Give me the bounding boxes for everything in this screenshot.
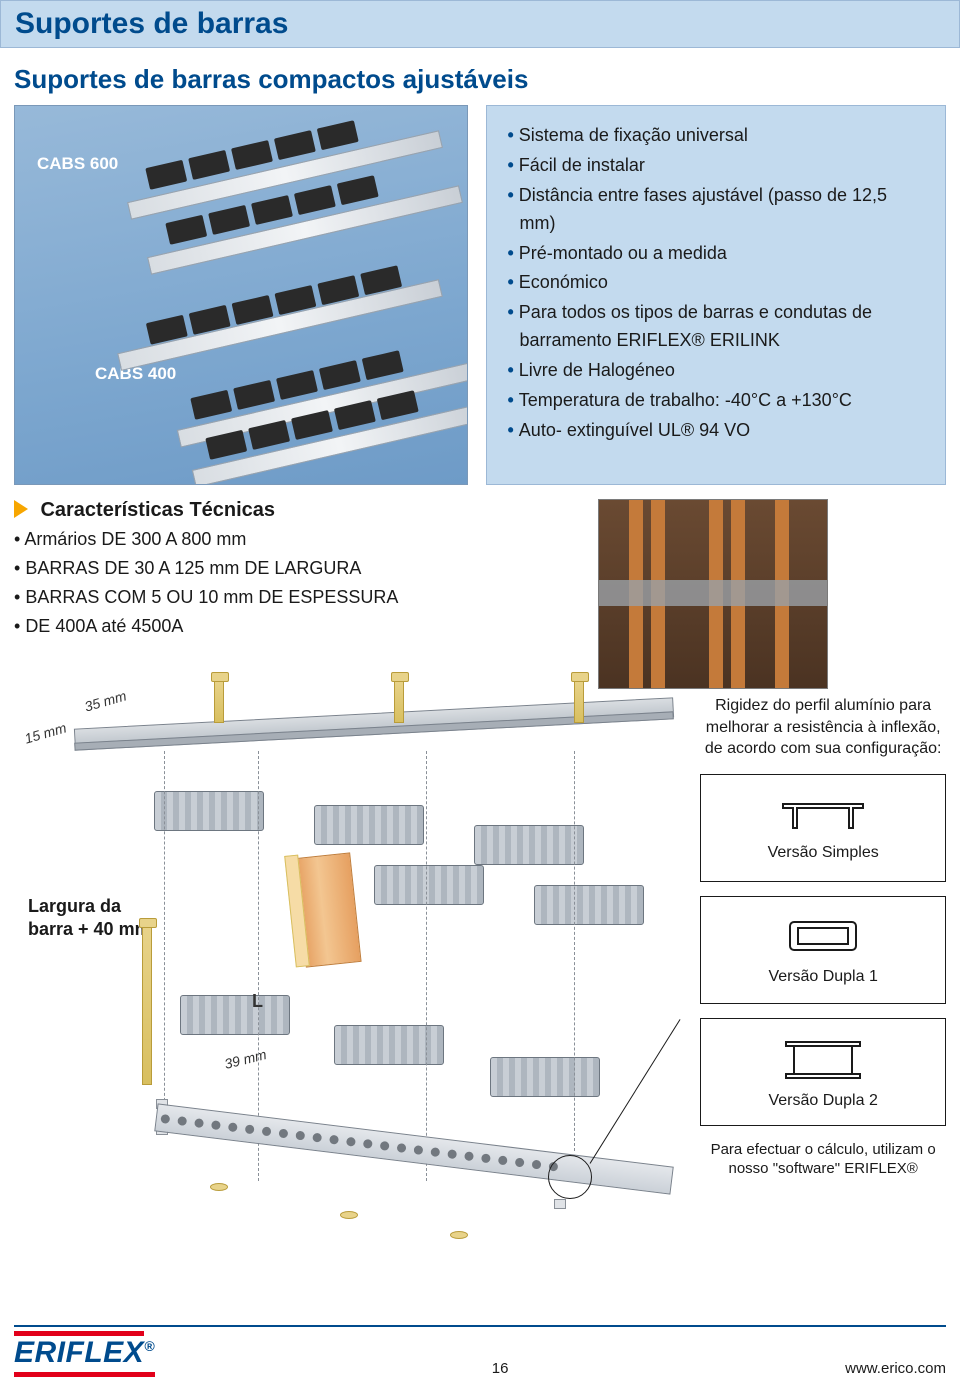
feature-item: Sistema de fixação universal [507,122,927,150]
right-column: Rigidez do perfil alumínio para melhorar… [700,695,946,1255]
feature-item: Distância entre fases ajustável (passo d… [507,182,927,238]
page-number: 16 [492,1360,509,1377]
profile-caption: Versão Simples [768,844,879,862]
profile-dupla2-box: Versão Dupla 2 [700,1018,946,1126]
arrow-icon [14,500,28,518]
calc-footnote: Para efectuar o cálculo, utilizam o noss… [700,1140,946,1179]
product-photo: CABS 600 CABS 400 [14,105,468,485]
tech-left: Características Técnicas Armários DE 300… [14,499,574,642]
barra-label: Largura da barra + 40 mm [28,895,158,940]
feature-item: Livre de Halogéneo [507,357,927,385]
page-subtitle: Suportes de barras compactos ajustáveis [14,64,960,95]
profile-caption: Versão Dupla 1 [768,968,877,986]
footer-url: www.erico.com [845,1360,946,1377]
dim-39: 39 mm [223,1046,268,1072]
tech-item: BARRAS COM 5 OU 10 mm DE ESPESSURA [14,584,574,611]
dim-35: 35 mm [83,687,129,714]
profile-caption: Versão Dupla 2 [768,1092,877,1110]
tech-row: Características Técnicas Armários DE 300… [0,499,960,689]
rigidity-desc: Rigidez do perfil alumínio para melhorar… [700,695,946,760]
profile-dupla1-icon [768,914,878,958]
photo-label-600: CABS 600 [37,154,118,174]
exploded-diagram: 35 mm 15 mm Largura da barra + 40 mm L 3… [14,695,682,1255]
tech-heading: Características Técnicas [14,499,574,522]
page-title: Suportes de barras [15,7,945,41]
features-list: Sistema de fixação universal Fácil de in… [507,122,927,445]
tech-list: Armários DE 300 A 800 mm BARRAS DE 30 A … [14,526,574,640]
callout-circle [548,1155,592,1199]
profile-dupla1-box: Versão Dupla 1 [700,896,946,1004]
features-panel: Sistema de fixação universal Fácil de in… [486,105,946,485]
profile-simple-icon [768,794,878,834]
page-footer: ERIFLEX® 16 www.erico.com [14,1325,946,1377]
feature-item: Pré-montado ou a medida [507,240,927,268]
footer-logo: ERIFLEX® [14,1331,155,1377]
tech-item: DE 400A até 4500A [14,613,574,640]
feature-item: Temperatura de trabalho: -40°C a +130°C [507,387,927,415]
feature-item: Económico [507,269,927,297]
tech-item: Armários DE 300 A 800 mm [14,526,574,553]
page-header: Suportes de barras [0,0,960,48]
application-photo [598,499,828,689]
dim-15: 15 mm [23,719,69,746]
tech-item: BARRAS DE 30 A 125 mm DE LARGURA [14,555,574,582]
top-row: CABS 600 CABS 400 Sistema de fixação uni… [0,105,960,485]
profile-simple-box: Versão Simples [700,774,946,882]
feature-item: Auto- extinguível UL® 94 VO [507,417,927,445]
feature-item: Fácil de instalar [507,152,927,180]
base-plate [154,1103,674,1194]
feature-item: Para todos os tipos de barras e condutas… [507,299,927,355]
profile-dupla2-icon [768,1034,878,1082]
diagram-row: 35 mm 15 mm Largura da barra + 40 mm L 3… [0,689,960,1255]
